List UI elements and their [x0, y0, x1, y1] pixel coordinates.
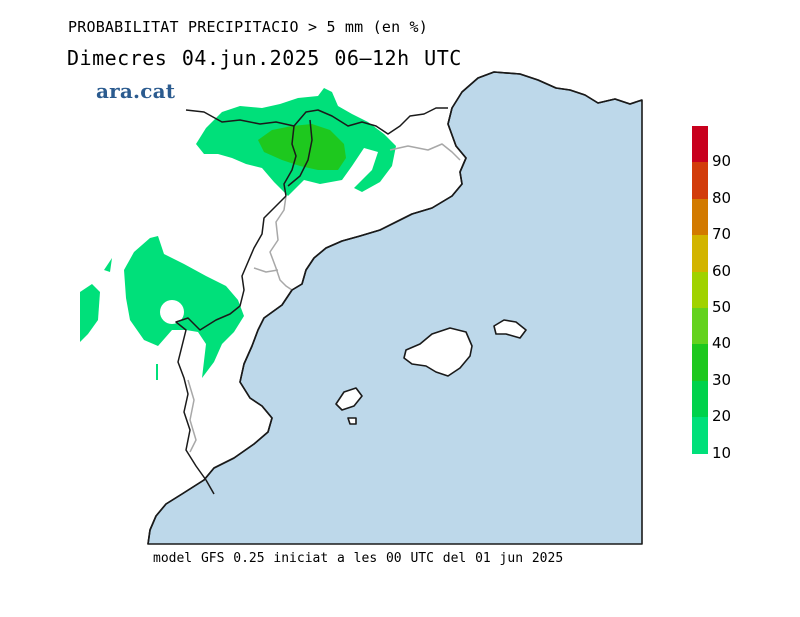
precip-gap	[160, 300, 184, 324]
eivissa	[335, 387, 363, 411]
mallorca	[403, 327, 473, 377]
country-borders	[175, 107, 448, 495]
map-title: PROBABILITAT PRECIPITACIO > 5 mm (en %)	[68, 18, 428, 36]
precip-zone-20	[258, 124, 346, 170]
legend-label-50: 50	[712, 298, 732, 316]
legend-label-70: 70	[712, 225, 732, 244]
legend-label-40: 40	[712, 334, 732, 353]
probability-legend	[692, 126, 708, 454]
regional-borders	[187, 143, 461, 453]
legend-swatch-70	[692, 198, 708, 236]
model-info: model GFS 0.25 iniciat a les 00 UTC del …	[153, 551, 564, 566]
legend-swatch-20	[692, 380, 708, 418]
ara-cat-logo[interactable]: ara.cat	[96, 79, 176, 103]
legend-label-80: 80	[712, 188, 732, 207]
legend-label-90: 90	[712, 152, 732, 171]
legend-label-60: 60	[712, 261, 732, 280]
menorca	[493, 319, 527, 339]
balearic-islands	[335, 319, 527, 425]
legend-swatch-80	[692, 162, 708, 199]
legend-swatch-90	[692, 126, 708, 163]
forecast-date: Dimecres 04.jun.2025 06–12h UTC	[67, 46, 462, 70]
coastline	[147, 71, 643, 545]
legend-swatch-50	[692, 271, 708, 308]
legend-swatch-60	[692, 235, 708, 272]
legend-swatch-30	[692, 344, 708, 381]
legend-label-30: 30	[712, 370, 732, 389]
legend-label-10: 10	[712, 443, 732, 462]
legend-swatch-40	[692, 307, 708, 345]
legend-label-20: 20	[712, 407, 732, 426]
formentera	[347, 417, 357, 425]
legend-swatch-10	[692, 417, 708, 454]
